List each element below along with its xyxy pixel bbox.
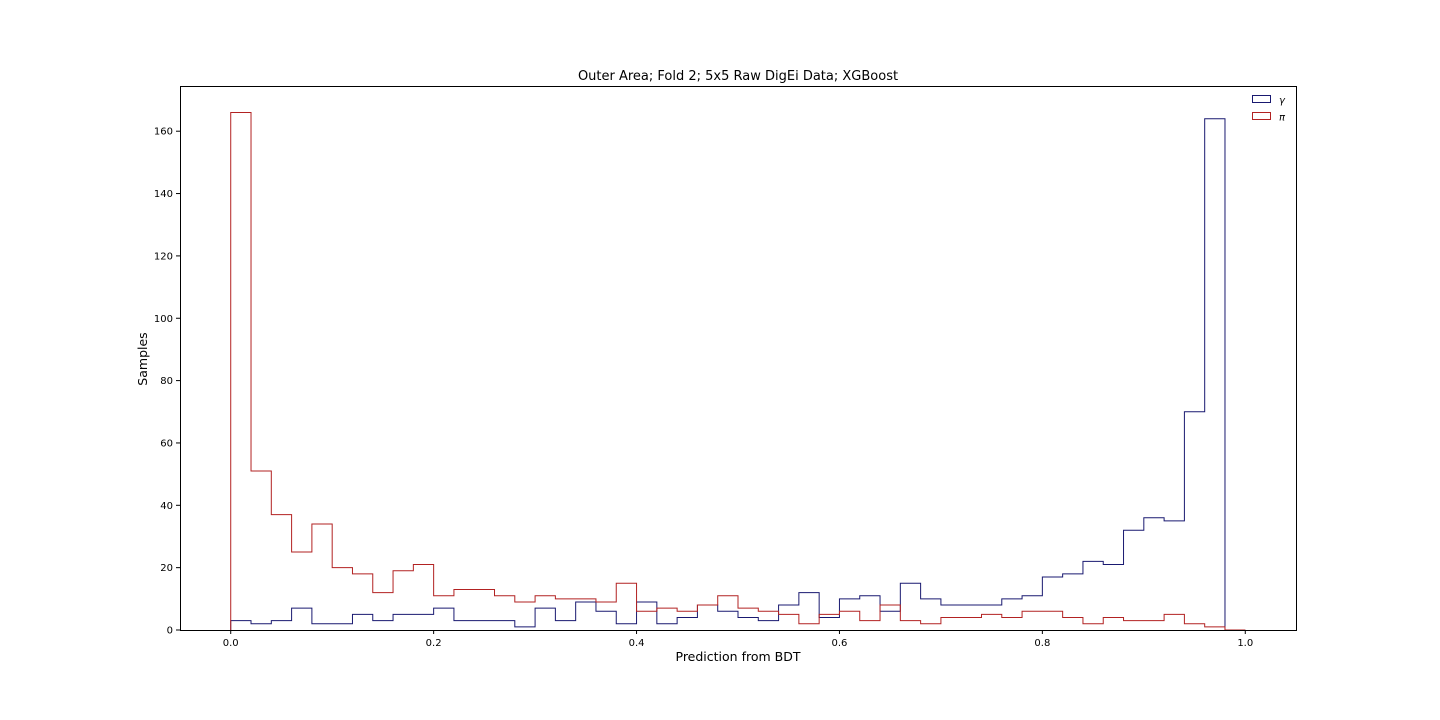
y-tick-label: 160 bbox=[154, 127, 173, 138]
series-layer bbox=[230, 112, 1246, 631]
y-axis-ticks: 0 20 40 60 80 100 120 140 160 bbox=[154, 127, 180, 637]
legend: γπ bbox=[1252, 95, 1286, 124]
y-axis-label: Samples bbox=[135, 332, 150, 385]
y-tick-label: 0 bbox=[167, 626, 173, 637]
x-axis-label: Prediction from BDT bbox=[676, 649, 801, 664]
legend-label-1: γ bbox=[1279, 96, 1286, 107]
x-axis-ticks: 0.0 0.2 0.4 0.6 0.8 1.0 bbox=[223, 630, 1253, 649]
plot-area bbox=[180, 86, 1297, 631]
x-tick-label: 0.0 bbox=[223, 638, 239, 649]
y-tick-label: 20 bbox=[160, 563, 173, 574]
y-tick-label: 100 bbox=[154, 314, 173, 325]
x-tick-label: 0.2 bbox=[426, 638, 442, 649]
x-tick-label: 0.4 bbox=[629, 638, 645, 649]
x-tick-label: 0.6 bbox=[832, 638, 848, 649]
y-tick-label: 60 bbox=[160, 438, 173, 449]
y-tick-label: 120 bbox=[154, 251, 173, 262]
y-tick-label: 140 bbox=[154, 189, 173, 200]
chart-title: Outer Area; Fold 2; 5x5 Raw DigEi Data; … bbox=[578, 69, 898, 84]
x-tick-label: 1.0 bbox=[1237, 638, 1253, 649]
x-tick-label: 0.8 bbox=[1034, 638, 1050, 649]
legend-swatch-2 bbox=[1252, 112, 1271, 120]
axes-frame bbox=[180, 86, 1297, 631]
y-tick-label: 40 bbox=[160, 501, 173, 512]
legend-swatch-1 bbox=[1252, 95, 1271, 103]
legend-label-2: π bbox=[1279, 113, 1286, 124]
histogram-series-2 bbox=[230, 112, 1246, 631]
y-tick-label: 80 bbox=[160, 376, 173, 387]
histogram-series-1 bbox=[230, 118, 1246, 631]
